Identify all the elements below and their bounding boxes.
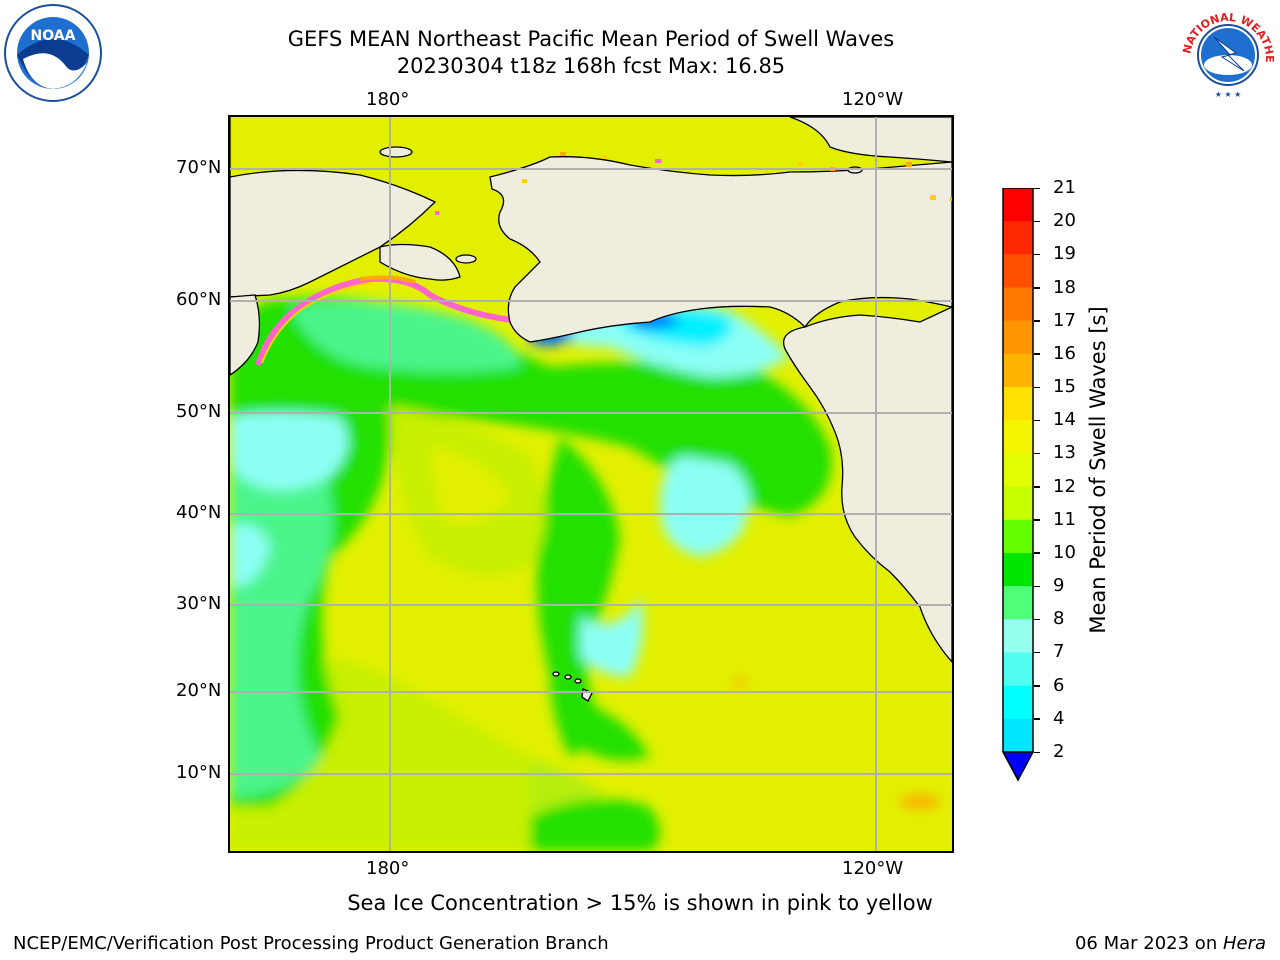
colorbar-band bbox=[1003, 420, 1033, 454]
colorbar-swatches bbox=[1001, 187, 1035, 782]
colorbar-tick-label: 15 bbox=[1053, 376, 1076, 398]
colorbar-tick-mark bbox=[1034, 287, 1040, 289]
colorbar-tick-label: 21 bbox=[1053, 177, 1076, 198]
colorbar-band bbox=[1003, 387, 1033, 421]
colorbar-frame bbox=[1002, 187, 1034, 752]
lat-label-40n: 40°N bbox=[176, 502, 222, 523]
colorbar-tick-label: 9 bbox=[1053, 575, 1065, 597]
map-panel bbox=[228, 115, 954, 853]
colorbar-tick-label: 19 bbox=[1053, 243, 1076, 265]
colorbar-tick-mark bbox=[1034, 651, 1040, 654]
colorbar-band bbox=[1003, 353, 1033, 388]
lon-label-top-120w: 120°W bbox=[842, 89, 904, 110]
colorbar-tick-mark bbox=[1034, 552, 1040, 554]
colorbar-tick-mark bbox=[1034, 685, 1040, 687]
colorbar-tick-label: 14 bbox=[1053, 409, 1076, 431]
colorbar-band bbox=[1003, 685, 1033, 720]
colorbar-tick-label: 4 bbox=[1053, 707, 1065, 729]
colorbar-tick-label: 8 bbox=[1053, 608, 1065, 630]
colorbar-tick-label: 7 bbox=[1053, 641, 1065, 663]
colorbar-band bbox=[1003, 453, 1033, 488]
colorbar-tick-mark bbox=[1034, 320, 1040, 322]
colorbar-tick-mark bbox=[1034, 220, 1040, 223]
lon-label-bottom-180: 180° bbox=[366, 858, 410, 879]
colorbar-band bbox=[1003, 486, 1033, 521]
footer-branch: NCEP/EMC/Verification Post Processing Pr… bbox=[13, 933, 609, 954]
footer-host: Hera bbox=[1222, 933, 1266, 954]
noaa-logo-text: NOAA bbox=[31, 28, 76, 44]
colorbar-tick-label: 13 bbox=[1053, 442, 1076, 464]
colorbar-band bbox=[1003, 552, 1033, 587]
colorbar-tick-mark bbox=[1034, 419, 1040, 422]
colorbar-band bbox=[1003, 619, 1033, 653]
colorbar-tick-mark bbox=[1034, 452, 1040, 455]
colorbar-band bbox=[1003, 320, 1033, 355]
colorbar-tick-mark bbox=[1034, 486, 1040, 488]
chart-subtitle: 20230304 t18z 168h fcst Max: 16.85 bbox=[396, 54, 786, 78]
noaa-logo: NOAA bbox=[3, 3, 103, 103]
colorbar-band bbox=[1003, 287, 1033, 322]
colorbar-tick-label: 12 bbox=[1053, 475, 1076, 497]
sea-ice-edge bbox=[255, 275, 531, 366]
colorbar-tick-label: 20 bbox=[1053, 210, 1076, 232]
colorbar-band bbox=[1003, 652, 1033, 687]
lat-label-60n: 60°N bbox=[176, 289, 222, 310]
svg-text:★ ★ ★: ★ ★ ★ bbox=[1215, 90, 1242, 99]
chart-title: GEFS MEAN Northeast Pacific Mean Period … bbox=[287, 27, 895, 51]
lat-label-20n: 20°N bbox=[176, 680, 222, 701]
footer-date: 06 Mar 2023 on Hera bbox=[1075, 933, 1266, 954]
lat-label-30n: 30°N bbox=[176, 593, 222, 614]
colorbar-tick-label: 18 bbox=[1053, 276, 1076, 298]
colorbar-band bbox=[1003, 718, 1033, 753]
colorbar-band bbox=[1003, 254, 1033, 289]
colorbar-band bbox=[1003, 586, 1033, 620]
colorbar-label: Mean Period of Swell Waves [s] bbox=[1086, 306, 1110, 634]
colorbar-tick-mark bbox=[1034, 751, 1040, 753]
colorbar-tick-label: 17 bbox=[1053, 309, 1076, 331]
colorbar-tick-label: 11 bbox=[1053, 508, 1076, 530]
colorbar-tick-mark bbox=[1034, 187, 1040, 189]
colorbar-tick-label: 10 bbox=[1053, 541, 1076, 563]
colorbar bbox=[1001, 187, 1035, 782]
colorbar-tick-mark bbox=[1034, 718, 1040, 720]
colorbar-tick-label: 6 bbox=[1053, 674, 1065, 696]
colorbar-tick-mark bbox=[1034, 585, 1040, 588]
colorbar-band bbox=[1003, 188, 1033, 222]
colorbar-tick-mark bbox=[1034, 353, 1040, 355]
lon-label-top-180: 180° bbox=[366, 89, 410, 110]
colorbar-tick-label: 16 bbox=[1053, 342, 1076, 364]
graticule bbox=[230, 117, 952, 851]
colorbar-band bbox=[1003, 519, 1033, 554]
colorbar-tick-mark bbox=[1034, 519, 1040, 521]
colorbar-tick-label: 2 bbox=[1053, 741, 1065, 762]
lat-label-10n: 10°N bbox=[176, 762, 222, 783]
footer-date-text: 06 Mar 2023 on bbox=[1074, 933, 1223, 954]
colorbar-tick-mark bbox=[1034, 253, 1040, 256]
nws-logo: NATIONAL WEATHER SERVICE ★ ★ ★ bbox=[1174, 0, 1278, 103]
swell-period-map bbox=[230, 117, 952, 851]
sea-ice-caption: Sea Ice Concentration > 15% is shown in … bbox=[347, 891, 933, 915]
lat-label-70n: 70°N bbox=[176, 157, 222, 178]
lat-label-50n: 50°N bbox=[176, 401, 222, 422]
colorbar-extend-triangle bbox=[1001, 751, 1035, 782]
land bbox=[230, 117, 952, 702]
colorbar-tick-mark bbox=[1034, 386, 1040, 389]
colorbar-tick-mark bbox=[1034, 618, 1040, 621]
colorbar-band bbox=[1003, 221, 1033, 255]
lon-label-bottom-120w: 120°W bbox=[842, 858, 904, 879]
